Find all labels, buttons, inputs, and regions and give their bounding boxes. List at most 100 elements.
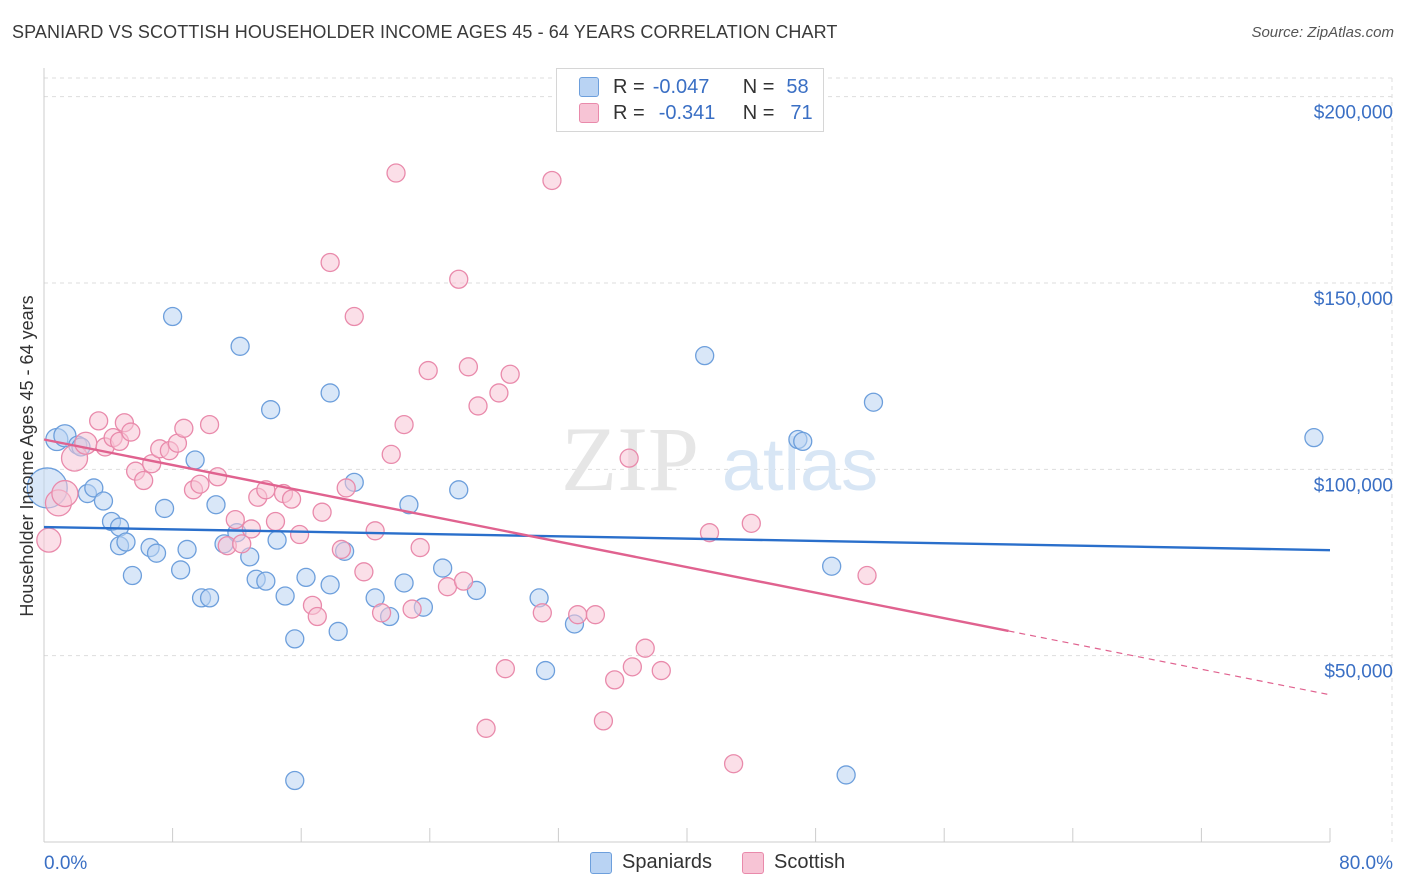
scottish-point — [371, 603, 392, 623]
legend-n-value: 58 — [786, 75, 809, 98]
scottish-point — [532, 603, 552, 623]
spaniard-point — [154, 498, 175, 519]
spaniard-point — [320, 383, 340, 403]
scottish-point — [199, 414, 220, 435]
correlation-legend: R = -0.047 N = 58 R = -0.341 N = 71 — [556, 68, 824, 132]
scottish-point — [190, 474, 210, 494]
scottish-point — [500, 364, 520, 384]
spaniard-point — [285, 629, 305, 649]
series-legend-scottish[interactable]: Scottish — [742, 851, 845, 874]
y-tick-label: $200,000 — [1314, 103, 1393, 124]
scottish-point — [121, 422, 141, 442]
spaniard-point — [328, 621, 348, 642]
y-tick-label: $100,000 — [1314, 475, 1393, 496]
spaniard-point — [822, 556, 842, 576]
series-legend-spaniards[interactable]: Spaniards — [590, 851, 712, 874]
spaniard-point — [433, 558, 453, 578]
spaniard-point — [162, 306, 183, 327]
y-tick-label: $150,000 — [1314, 289, 1393, 310]
gridlines — [44, 77, 1393, 842]
legend-swatch-pink — [742, 851, 764, 874]
scottish-point — [320, 252, 340, 273]
scottish-point — [453, 571, 474, 591]
legend-r-label: R = — [613, 101, 645, 124]
scottish-point — [307, 606, 327, 627]
scottish-point — [312, 502, 332, 522]
watermark: ZIP atlas — [561, 408, 878, 510]
scottish-point — [331, 539, 352, 560]
trend-line-scottish-extrapolated — [1008, 630, 1331, 696]
scottish-point — [336, 478, 356, 498]
spaniard-point — [84, 478, 104, 498]
scottish-point — [36, 527, 62, 553]
spaniard-point — [93, 491, 114, 511]
legend-n-label: N = — [742, 75, 775, 98]
legend-label-scottish: Scottish — [774, 851, 846, 873]
scottish-point — [458, 357, 479, 377]
legend-swatch-pink — [579, 103, 599, 123]
scottish-point — [402, 599, 422, 619]
scottish-point — [344, 306, 364, 327]
scottish-point — [354, 562, 374, 582]
spaniard-point — [535, 660, 556, 681]
scottish-point — [468, 396, 488, 416]
x-tick-label-min: 0.0% — [44, 853, 87, 874]
legend-label-spaniards: Spaniards — [622, 851, 713, 873]
scottish-point — [489, 383, 509, 403]
trend-lines — [43, 438, 1331, 696]
scottish-point — [134, 470, 154, 491]
x-tick-label-max: 80.0% — [1339, 853, 1393, 874]
chart-title: SPANIARD VS SCOTTISH HOUSEHOLDER INCOME … — [12, 22, 838, 42]
spaniard-point — [177, 539, 197, 560]
scottish-point — [89, 411, 109, 431]
scottish-point — [699, 523, 720, 543]
scottish-point — [449, 269, 469, 289]
spaniard-point — [122, 565, 143, 586]
spaniard-point — [449, 480, 469, 500]
axes — [43, 68, 1331, 843]
scottish-point — [207, 467, 228, 487]
spaniard-point — [170, 560, 191, 580]
legend-r-value: -0.047 — [652, 75, 710, 98]
legend-swatch-blue — [590, 851, 612, 874]
scottish-point — [51, 479, 79, 508]
spaniard-point — [116, 532, 136, 552]
legend-n-value: 71 — [790, 101, 813, 124]
scottish-point — [857, 565, 877, 586]
legend-swatch-blue — [579, 77, 599, 97]
legend-row-spaniards: R = -0.047 N = 58 — [579, 74, 809, 100]
scottish-point — [723, 754, 744, 774]
trend-line-spaniards — [43, 525, 1331, 552]
spaniard-point — [256, 571, 276, 591]
legend-row-scottish: R = -0.341 N = 71 — [579, 100, 813, 126]
legend-n-label: N = — [742, 101, 775, 124]
spaniard-point — [206, 495, 226, 515]
scottish-point — [568, 605, 588, 625]
scottish-point — [365, 521, 385, 541]
scottish-point — [74, 431, 98, 455]
axis-labels: $50,000 $100,000 $150,000 $200,000 0.0% 80.0%… — [17, 103, 1393, 874]
scottish-point — [495, 659, 516, 679]
chart-source: Source: ZipAtlas.com — [1251, 24, 1394, 41]
trend-line-scottish — [43, 438, 1009, 633]
spaniard-point — [695, 345, 715, 366]
spaniard-point — [399, 495, 419, 515]
scottish-point — [174, 418, 194, 438]
scottish-point — [585, 605, 606, 625]
scottish-point — [232, 534, 252, 554]
scottish-point — [418, 360, 438, 381]
spaniard-point — [394, 573, 414, 593]
spaniard-point — [863, 392, 884, 412]
scottish-point — [622, 657, 642, 677]
scottish-point — [386, 163, 406, 183]
y-tick-label: $50,000 — [1324, 662, 1393, 683]
spaniard-point — [296, 567, 316, 588]
scottish-point — [605, 670, 625, 690]
spaniard-point — [836, 765, 856, 785]
scottish-point — [741, 513, 761, 534]
scottish-point — [289, 524, 310, 545]
spaniard-point — [230, 336, 250, 356]
scottish-point — [225, 509, 245, 530]
spaniard-point — [793, 431, 813, 452]
scottish-point — [593, 711, 614, 731]
